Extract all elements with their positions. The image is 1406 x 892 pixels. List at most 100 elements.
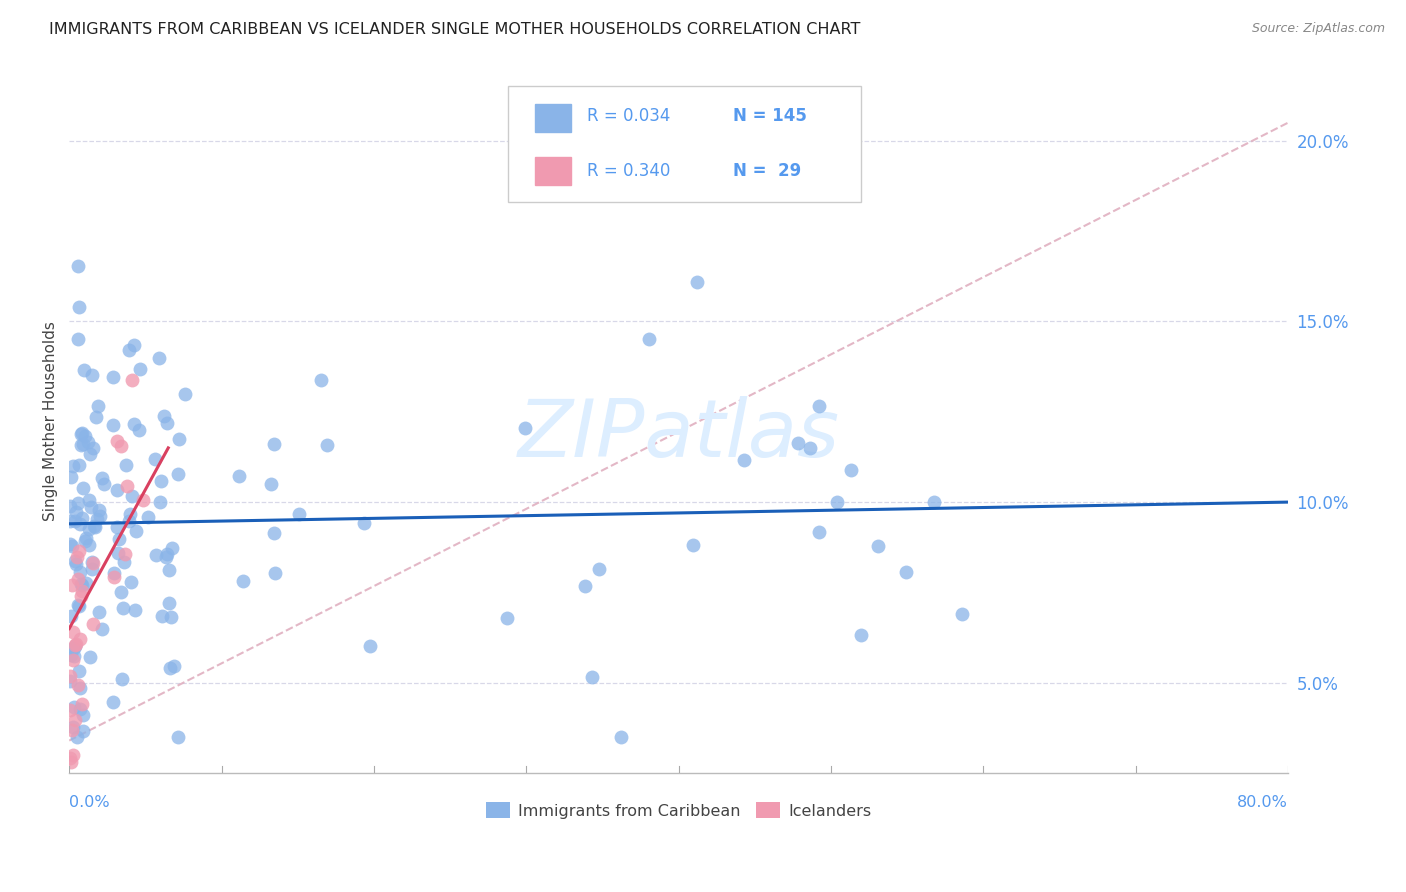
Point (129, 362, 152, 376)
Point (149, 474, 172, 488)
Point (166, 730, 188, 744)
Point (359, 640, 381, 654)
Point (733, 452, 755, 467)
Point (91, 471, 114, 485)
Point (67, 300, 90, 314)
Point (122, 338, 145, 352)
Point (62, 653, 84, 667)
Point (105, 483, 128, 498)
Point (156, 547, 179, 561)
Point (799, 441, 821, 455)
Point (69, 566, 91, 580)
Point (160, 541, 183, 555)
Point (59, 756, 82, 770)
Point (65, 713, 87, 727)
Point (609, 730, 631, 744)
Point (65, 640, 87, 654)
Point (70, 698, 93, 712)
Point (682, 538, 704, 552)
Point (91, 623, 114, 637)
Point (515, 421, 537, 435)
Point (65, 505, 87, 519)
Point (86, 512, 108, 526)
Point (120, 574, 142, 589)
Point (120, 507, 142, 521)
Point (63, 649, 86, 664)
Point (118, 343, 141, 357)
Point (82, 441, 104, 455)
Point (118, 514, 141, 528)
Point (125, 524, 148, 538)
Text: N =  29: N = 29 (734, 161, 801, 179)
Point (63, 514, 86, 528)
Point (79, 493, 101, 508)
Point (159, 563, 181, 577)
Point (63, 554, 86, 568)
Point (159, 661, 181, 675)
Point (132, 492, 155, 507)
Point (66, 572, 89, 586)
Text: 80.0%: 80.0% (1237, 795, 1288, 810)
Point (66, 598, 89, 612)
Point (67, 599, 90, 613)
Point (232, 574, 254, 589)
Point (59, 648, 82, 663)
Text: 0.0%: 0.0% (69, 795, 110, 810)
Point (93, 476, 115, 491)
Point (163, 659, 186, 673)
Point (150, 609, 173, 624)
Point (80, 562, 103, 576)
Point (69, 702, 91, 716)
Point (103, 566, 125, 581)
Point (82, 617, 104, 632)
Point (786, 436, 808, 450)
Bar (534, 157, 571, 185)
Point (851, 628, 873, 642)
Point (67, 543, 90, 558)
Point (70, 438, 93, 452)
Point (101, 695, 124, 709)
Point (66, 730, 89, 744)
Point (107, 434, 129, 448)
Point (263, 566, 285, 580)
Text: Source: ZipAtlas.com: Source: ZipAtlas.com (1251, 22, 1385, 36)
Bar (534, 103, 571, 132)
Point (59, 608, 82, 623)
Point (59, 470, 82, 484)
Point (70, 578, 93, 592)
Point (65, 636, 87, 650)
Point (59, 673, 82, 688)
Point (59, 751, 82, 765)
Point (79, 447, 101, 461)
Point (80, 500, 103, 515)
Point (263, 525, 285, 540)
Point (122, 417, 145, 431)
Point (73, 429, 96, 443)
Text: ZIPatlas: ZIPatlas (517, 396, 839, 474)
Point (287, 508, 309, 522)
Point (114, 547, 136, 561)
Point (121, 489, 143, 503)
Point (83, 520, 105, 534)
Point (59, 703, 82, 717)
Point (62, 625, 84, 640)
Point (59, 669, 82, 683)
Point (59, 499, 82, 513)
Point (263, 437, 285, 451)
FancyBboxPatch shape (508, 87, 862, 202)
Point (72, 707, 94, 722)
Point (69, 632, 91, 647)
Point (83, 519, 105, 533)
Point (73, 362, 96, 376)
Point (157, 596, 180, 610)
Point (138, 510, 160, 524)
Point (894, 566, 917, 580)
Point (60, 577, 83, 591)
Point (160, 609, 183, 624)
Point (808, 399, 831, 413)
Point (67, 458, 90, 473)
Point (105, 520, 128, 534)
Point (260, 477, 283, 491)
Point (62, 640, 84, 655)
Point (166, 467, 188, 481)
